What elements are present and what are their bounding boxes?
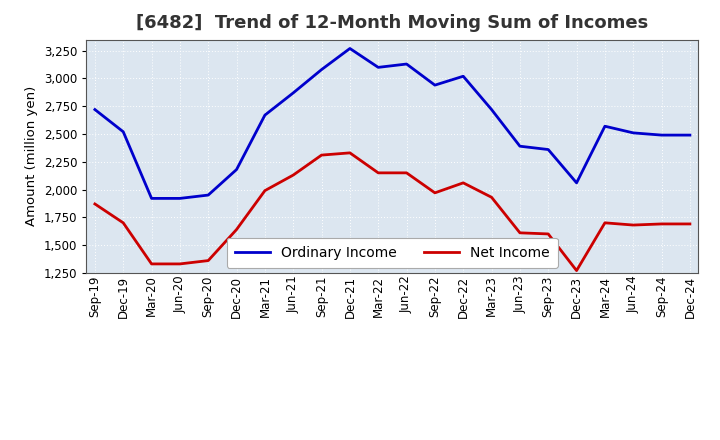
- Net Income: [544, 231, 552, 237]
- Legend: Ordinary Income, Net Income: Ordinary Income, Net Income: [227, 238, 558, 268]
- Net Income: [346, 150, 354, 155]
- Net Income: [233, 227, 241, 232]
- Net Income: [629, 222, 637, 227]
- Net Income: [374, 170, 382, 176]
- Ordinary Income: [402, 62, 411, 67]
- Ordinary Income: [431, 82, 439, 88]
- Ordinary Income: [657, 132, 666, 138]
- Net Income: [402, 170, 411, 176]
- Ordinary Income: [629, 130, 637, 136]
- Net Income: [685, 221, 694, 227]
- Net Income: [289, 172, 297, 178]
- Net Income: [91, 202, 99, 207]
- Ordinary Income: [346, 46, 354, 51]
- Net Income: [119, 220, 127, 225]
- Ordinary Income: [572, 180, 581, 186]
- Ordinary Income: [487, 107, 496, 112]
- Net Income: [572, 268, 581, 273]
- Net Income: [148, 261, 156, 267]
- Net Income: [600, 220, 609, 225]
- Line: Ordinary Income: Ordinary Income: [95, 48, 690, 198]
- Net Income: [261, 188, 269, 193]
- Ordinary Income: [318, 67, 326, 72]
- Ordinary Income: [176, 196, 184, 201]
- Net Income: [516, 230, 524, 235]
- Ordinary Income: [148, 196, 156, 201]
- Ordinary Income: [600, 124, 609, 129]
- Ordinary Income: [233, 167, 241, 172]
- Y-axis label: Amount (million yen): Amount (million yen): [25, 86, 38, 226]
- Net Income: [657, 221, 666, 227]
- Ordinary Income: [459, 73, 467, 79]
- Net Income: [318, 152, 326, 158]
- Ordinary Income: [204, 192, 212, 198]
- Ordinary Income: [374, 65, 382, 70]
- Net Income: [176, 261, 184, 267]
- Ordinary Income: [685, 132, 694, 138]
- Net Income: [431, 190, 439, 195]
- Ordinary Income: [91, 107, 99, 112]
- Title: [6482]  Trend of 12-Month Moving Sum of Incomes: [6482] Trend of 12-Month Moving Sum of I…: [136, 15, 649, 33]
- Net Income: [487, 194, 496, 200]
- Net Income: [204, 258, 212, 263]
- Ordinary Income: [119, 129, 127, 134]
- Ordinary Income: [544, 147, 552, 152]
- Ordinary Income: [261, 113, 269, 118]
- Ordinary Income: [289, 90, 297, 95]
- Ordinary Income: [516, 143, 524, 149]
- Net Income: [459, 180, 467, 186]
- Line: Net Income: Net Income: [95, 153, 690, 271]
